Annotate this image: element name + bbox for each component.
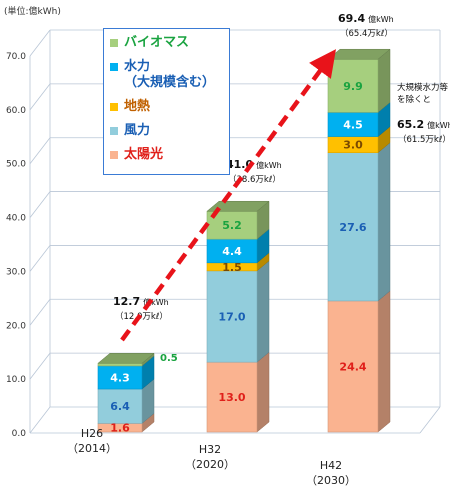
legend-swatch	[110, 103, 118, 111]
bar-segment	[206, 351, 270, 433]
data-label: 1.6	[110, 422, 130, 435]
data-label: 13.0	[218, 391, 245, 404]
bar-side	[377, 290, 391, 433]
bar-segment	[327, 142, 391, 302]
y-tick-label: 20.0	[6, 321, 26, 331]
x-tick-label: （2014）	[67, 442, 117, 455]
bar-segment	[327, 290, 391, 433]
data-label: 0.5	[160, 353, 178, 364]
x-tick-label: （2030）	[306, 474, 356, 487]
legend-item: 風力	[110, 123, 223, 139]
gridline-side	[29, 191, 51, 218]
bar-front	[327, 112, 379, 137]
y-tick-label: 40.0	[6, 214, 26, 224]
data-label: 6.4	[110, 400, 130, 413]
annotation-sub: （61.5万kℓ）	[398, 134, 450, 145]
bar-side	[256, 260, 270, 363]
data-label: 5.2	[222, 219, 242, 232]
bar-segment	[97, 352, 155, 367]
bar-side	[377, 142, 391, 302]
y-tick-label: 50.0	[6, 160, 26, 170]
bar-top	[97, 352, 155, 364]
data-label: 1.5	[222, 261, 242, 274]
gridline-side	[29, 406, 51, 434]
bar-front	[327, 58, 379, 113]
legend-item: 水力 （大規模含む）	[110, 59, 223, 91]
data-label: 24.4	[339, 360, 366, 373]
bar-front	[97, 388, 143, 424]
y-tick-label: 70.0	[6, 52, 26, 62]
bar-segment	[97, 355, 155, 390]
floor-right-edge	[419, 406, 441, 434]
legend: バイオマス水力 （大規模含む） 地熱風力太陽光	[103, 28, 230, 175]
data-label: 4.3	[110, 371, 130, 384]
x-tick-label: （2020）	[185, 458, 235, 471]
total-label: 69.4 億kWh	[338, 12, 394, 25]
legend-swatch	[110, 151, 118, 159]
bar-front	[327, 152, 379, 302]
trend-arrow	[120, 49, 337, 342]
y-tick-label: 0.0	[12, 429, 27, 439]
legend-label: バイオマス	[124, 35, 190, 50]
legend-label: 地熱	[124, 99, 151, 114]
legend-label: 太陽光	[124, 147, 164, 162]
legend-item: バイオマス	[110, 35, 223, 51]
total-sub-label: （65.4万kℓ）	[340, 28, 393, 39]
legend-label: 風力	[124, 123, 151, 138]
data-label: 4.5	[343, 118, 363, 131]
bar-segment	[97, 378, 155, 424]
legend-swatch	[110, 39, 118, 47]
bar-segment	[206, 200, 270, 240]
annotation-value: 65.2億kWh	[397, 118, 450, 131]
bar-front	[327, 300, 379, 433]
gridline-side	[29, 29, 51, 57]
gridline-side	[29, 83, 51, 111]
x-tick-label: H42	[320, 459, 342, 472]
legend-label: 水力 （大規模含む）	[124, 59, 216, 90]
data-label: 17.0	[218, 311, 245, 324]
data-label: 4.4	[222, 245, 242, 258]
bar-front	[97, 362, 143, 367]
legend-swatch	[110, 63, 118, 71]
annotation-note: を除くと	[397, 94, 431, 105]
bar-segment	[327, 101, 391, 138]
y-tick-label: 10.0	[6, 375, 26, 385]
legend-swatch	[110, 127, 118, 135]
legend-item: 地熱	[110, 99, 223, 115]
bar-segment	[206, 228, 270, 264]
bar-segment	[327, 48, 391, 113]
data-label: 3.0	[343, 139, 363, 152]
gridline-side	[29, 299, 51, 326]
gridline-side	[29, 245, 51, 272]
bar-side	[256, 351, 270, 433]
x-tick-label: H32	[199, 443, 221, 456]
x-tick-label: H26	[81, 427, 103, 440]
total-sub-label: （38.6万kℓ）	[228, 174, 281, 185]
bar-top	[206, 200, 270, 212]
unit-label: (単位:億kWh)	[4, 7, 61, 17]
data-label: 9.9	[343, 80, 363, 93]
y-tick-label: 60.0	[6, 106, 26, 116]
legend-item: 太陽光	[110, 147, 223, 163]
gridline-side	[29, 137, 51, 164]
y-tick-label: 30.0	[6, 267, 26, 277]
bar-side	[377, 48, 391, 113]
annotation-note: 大規模水力等	[397, 82, 449, 93]
bar-front	[206, 361, 258, 433]
data-label: 27.6	[339, 221, 366, 234]
gridline-side	[29, 352, 51, 380]
total-label: 12.7 億kWh	[113, 295, 169, 308]
